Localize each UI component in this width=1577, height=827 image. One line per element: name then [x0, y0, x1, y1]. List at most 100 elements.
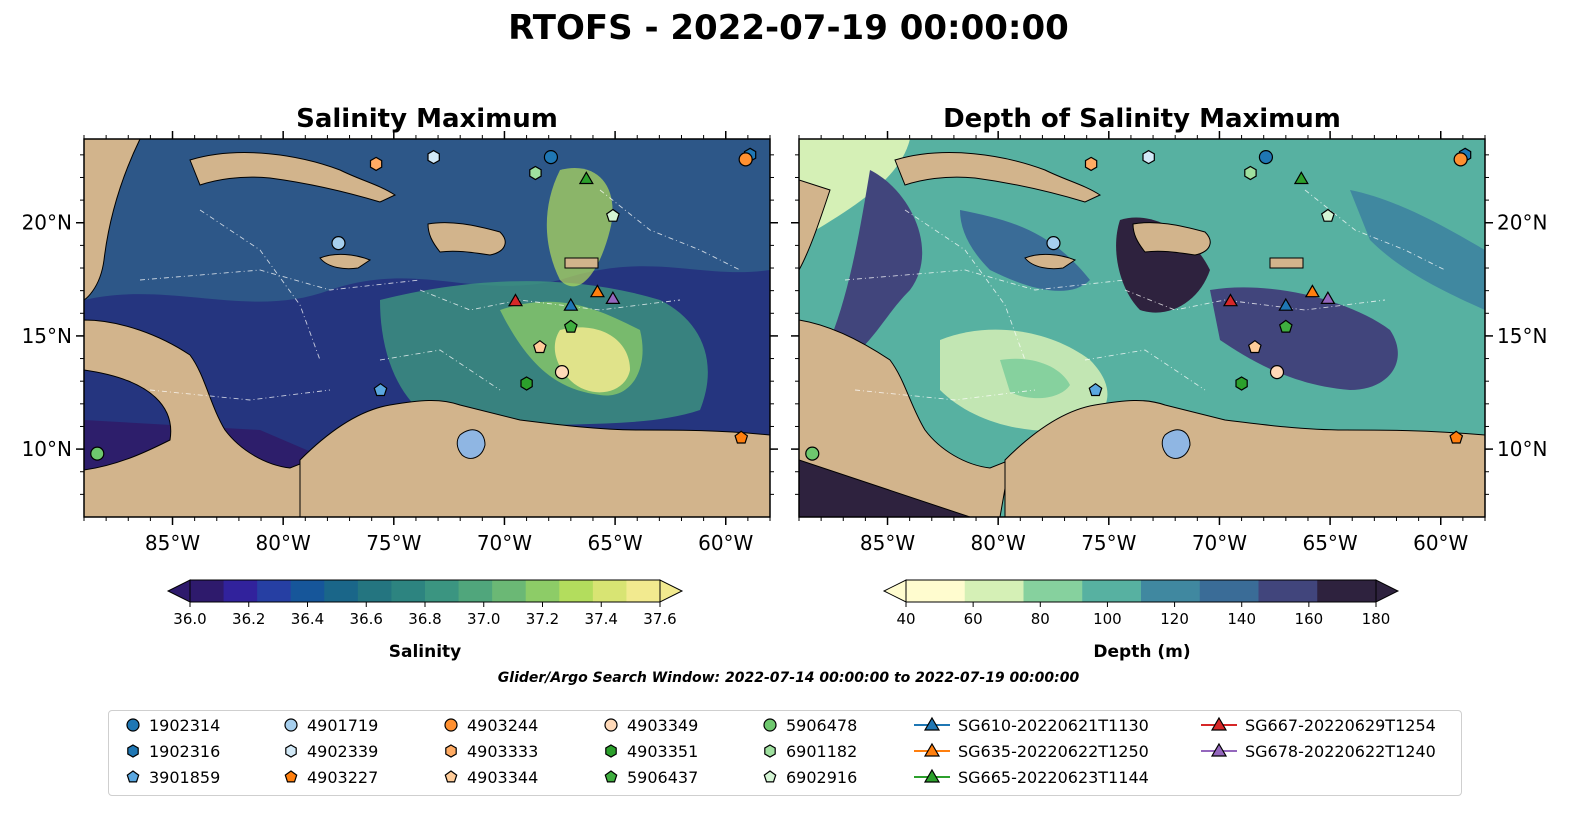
colorbar-tick-label: 160: [1295, 610, 1324, 628]
colorbar-extend-min: [882, 579, 907, 603]
marker-5906437: [563, 319, 578, 333]
legend-label: SG610-20220621T1130: [958, 715, 1149, 735]
latitude-tick-label: 15°N: [22, 324, 72, 348]
lake-maracaibo: [456, 429, 486, 459]
marker-3901859: [373, 382, 388, 397]
marker-SG610-20220621T1130: [1278, 297, 1294, 311]
pentagon-icon: [604, 770, 618, 783]
colorbar-swatch: [458, 580, 493, 602]
legend-item-4903344: 4903344: [441, 767, 538, 787]
triangle-marker-icon: [914, 768, 950, 783]
deep-band-west: [830, 170, 923, 350]
colorbar-tick-label: 36.6: [350, 610, 383, 628]
marker-6901182: [1244, 165, 1257, 181]
puerto-rico-landmass: [1269, 257, 1304, 269]
marker-4903344: [1247, 339, 1262, 354]
legend-label: SG667-20220629T1254: [1245, 715, 1436, 735]
marker-4903227: [734, 430, 749, 444]
central-america-landmass: [799, 319, 1011, 517]
colorbar-swatch: [190, 580, 225, 602]
depth-salinity-maximum-map: 85°W 80°W 75°W 70°W 65°W 60°W 20°N 15°N 10°N: [791, 131, 1547, 555]
colorbar-extend-max: [659, 579, 684, 603]
marker-6901182: [529, 165, 542, 181]
longitude-tick-label: 80°W: [256, 531, 311, 555]
legend-item-4903244: 4903244: [441, 715, 538, 735]
legend-label: SG678-20220622T1240: [1245, 741, 1436, 761]
colorbar-swatch: [1141, 580, 1201, 602]
circle-marker-icon: [604, 718, 618, 732]
legend-item-4903227: 4903227: [281, 767, 378, 787]
colorbar-tick-label: 36.8: [408, 610, 441, 628]
hexagon-icon: [285, 744, 297, 758]
legend-label: 4901719: [307, 715, 379, 735]
jamaica-landmass: [319, 253, 372, 270]
depth-colorbar-label: Depth (m): [1093, 642, 1190, 662]
legend-label: 4903351: [627, 741, 699, 761]
cuba-landmass: [189, 152, 397, 203]
colorbar-swatch: [626, 580, 661, 602]
marker-SG635-20220622T1250: [1304, 284, 1320, 298]
legend-item-5906478: 5906478: [760, 715, 857, 735]
latitude-tick-label: 10°N: [22, 437, 72, 461]
colorbar-swatch: [1258, 580, 1318, 602]
circle-icon: [604, 718, 618, 732]
yucatan-landmass: [84, 139, 141, 301]
legend-item-4903349: 4903349: [601, 715, 698, 735]
triangle-marker-icon: [1201, 716, 1237, 731]
colorbar-swatch: [223, 580, 258, 602]
circle-marker-icon: [444, 718, 458, 732]
hispaniola-landmass: [1132, 222, 1211, 256]
marker-SG678-20220622T1240: [605, 291, 621, 304]
legend-label: 6901182: [786, 741, 858, 761]
left-map-title: Salinity Maximum: [296, 104, 558, 134]
figure-title: RTOFS - 2022-07-19 00:00:00: [508, 8, 1069, 48]
colorbar-swatch: [357, 580, 392, 602]
colorbar-swatch: [525, 580, 560, 602]
circle-icon: [126, 718, 140, 732]
pentagon-marker-icon: [126, 770, 140, 783]
marker-4903351: [520, 376, 533, 391]
pentagon-icon: [444, 770, 458, 783]
legend-label: 4903244: [467, 715, 539, 735]
legend-label: 1902316: [149, 741, 221, 761]
colorbar-tick-label: 140: [1227, 610, 1256, 628]
longitude-tick-label: 60°W: [698, 531, 753, 555]
marker-4901719: [1046, 236, 1061, 251]
cuba-landmass: [894, 152, 1102, 203]
colorbar-tick-label: 37.6: [643, 610, 676, 628]
colorbar-swatch: [391, 580, 426, 602]
legend-item-1902314: 1902314: [123, 715, 220, 735]
hexagon-marker-icon: [605, 744, 617, 758]
longitude-tick-label: 65°W: [1302, 531, 1357, 555]
legend-item-SG665-20220623T1144: SG665-20220623T1144: [912, 767, 1149, 787]
legend-label: SG665-20220623T1144: [958, 767, 1149, 787]
central-america-landmass: [84, 319, 311, 517]
legend-item-3901859: 3901859: [123, 767, 220, 787]
longitude-tick-label: 70°W: [1192, 531, 1247, 555]
colorbar-swatch: [257, 580, 292, 602]
marker-5906478: [90, 446, 105, 461]
circle-marker-icon: [763, 718, 777, 732]
deep-band-cayman: [960, 210, 1090, 291]
marker-SG665-20220623T1144: [1293, 171, 1309, 185]
colorbar-swatch: [324, 580, 359, 602]
legend-item-6902916: 6902916: [760, 767, 857, 787]
colorbar-tick-label: 80: [1031, 610, 1050, 628]
salinity-colorbar-label: Salinity: [389, 642, 462, 662]
marker-legend: 1902314 1902316 3901859 4901719 4902339 49032…: [108, 710, 1462, 796]
colorbar-tick-label: 60: [964, 610, 983, 628]
colorbar-tick-label: 37.2: [526, 610, 559, 628]
marker-4903227: [1449, 430, 1464, 444]
deep-band-east: [1210, 287, 1398, 390]
marker-SG635-20220622T1250: [589, 284, 605, 298]
colorbar-swatch: [1023, 580, 1083, 602]
colorbar-swatch: [1082, 580, 1142, 602]
marker-SG667-20220629T1254: [507, 293, 524, 307]
legend-item-SG678-20220622T1240: SG678-20220622T1240: [1199, 741, 1436, 761]
colorbar-tick-label: 36.2: [232, 610, 265, 628]
colorbar-swatch: [559, 580, 594, 602]
colorbar-swatch: [425, 580, 460, 602]
longitude-tick-label: 85°W: [860, 531, 915, 555]
hexagon-marker-icon: [127, 744, 139, 758]
right-map-title: Depth of Salinity Maximum: [943, 104, 1341, 134]
